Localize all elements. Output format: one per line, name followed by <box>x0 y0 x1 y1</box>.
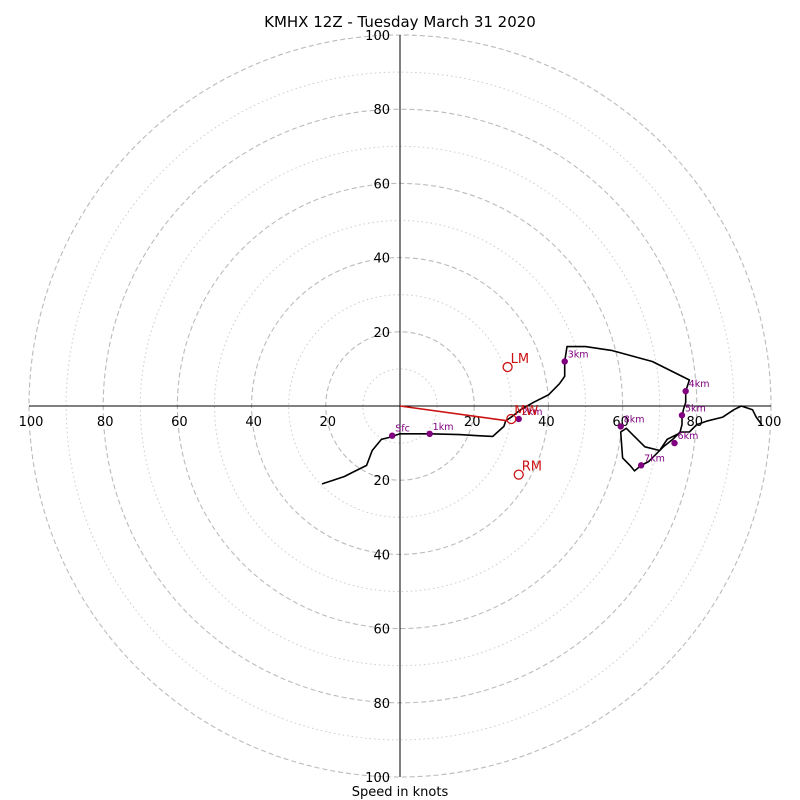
tick-label-west-60: 60 <box>171 415 188 430</box>
height-label-3km: 3km <box>568 349 589 360</box>
tick-label-east-80: 80 <box>687 415 704 430</box>
height-label-7km: 7km <box>644 453 665 464</box>
height-marker-sfc <box>389 432 396 439</box>
tick-label-north-100: 100 <box>365 29 390 44</box>
tick-label-west-40: 40 <box>245 415 262 430</box>
motion-label-mw: MW <box>514 404 538 419</box>
height-label-6km: 6km <box>678 431 699 442</box>
storm-motion-markers: LM RM MW <box>399 352 542 480</box>
height-marker-1km <box>426 430 433 438</box>
motion-marker-mw <box>506 413 517 425</box>
tick-label-north-60: 60 <box>373 177 390 192</box>
tick-label-north-80: 80 <box>373 103 390 118</box>
hodograph-trace <box>321 345 763 485</box>
tick-label-south-20: 20 <box>373 474 390 489</box>
height-label-8km: 8km <box>624 414 645 425</box>
height-label-1km: 1km <box>433 422 454 433</box>
x-axis-label: Speed in knots <box>352 785 449 800</box>
tick-label-south-60: 60 <box>373 623 390 638</box>
chart-title: KMHX 12Z - Tuesday March 31 2020 <box>264 13 536 31</box>
height-label-5km: 5km <box>685 403 706 414</box>
tick-label-west-100: 100 <box>19 415 44 430</box>
height-label-2km: 2km <box>522 407 543 418</box>
tick-label-south-100: 100 <box>365 771 390 786</box>
tick-label-east-100: 100 <box>757 415 782 430</box>
tick-label-east-40: 40 <box>538 415 555 430</box>
tick-label-west-80: 80 <box>97 415 114 430</box>
motion-label-lm: LM <box>511 352 529 367</box>
height-marker-8km <box>617 423 624 430</box>
tick-label-east-60: 60 <box>612 415 629 430</box>
tick-label-north-20: 20 <box>373 326 390 341</box>
storm-motion-vector <box>399 405 508 422</box>
tick-label-west-20: 20 <box>320 415 337 430</box>
tick-label-east-20: 20 <box>464 415 481 430</box>
tick-labels: 20 20 20 20 40 40 40 40 60 60 60 60 80 80 80 80 100 100 10… <box>19 29 782 786</box>
height-marker-2km <box>515 415 522 423</box>
height-marker-5km <box>678 412 686 419</box>
motion-marker-rm <box>513 469 524 480</box>
motion-label-rm: RM <box>522 460 542 475</box>
tick-label-south-80: 80 <box>373 697 390 712</box>
height-label-4km: 4km <box>689 379 710 390</box>
height-marker-4km <box>682 387 689 395</box>
motion-marker-lm <box>502 361 513 373</box>
height-marker-3km <box>561 358 568 365</box>
hodograph-line-0 <box>321 345 763 485</box>
tick-label-south-40: 40 <box>373 548 390 563</box>
height-marker-6km <box>671 439 678 447</box>
height-label-sfc: Sfc <box>395 424 410 435</box>
tick-label-north-40: 40 <box>373 252 390 267</box>
height-markers: Sfc 1km 2km 3km 4km 5km 6km 7km 8km <box>389 349 710 469</box>
height-marker-7km <box>637 462 645 469</box>
